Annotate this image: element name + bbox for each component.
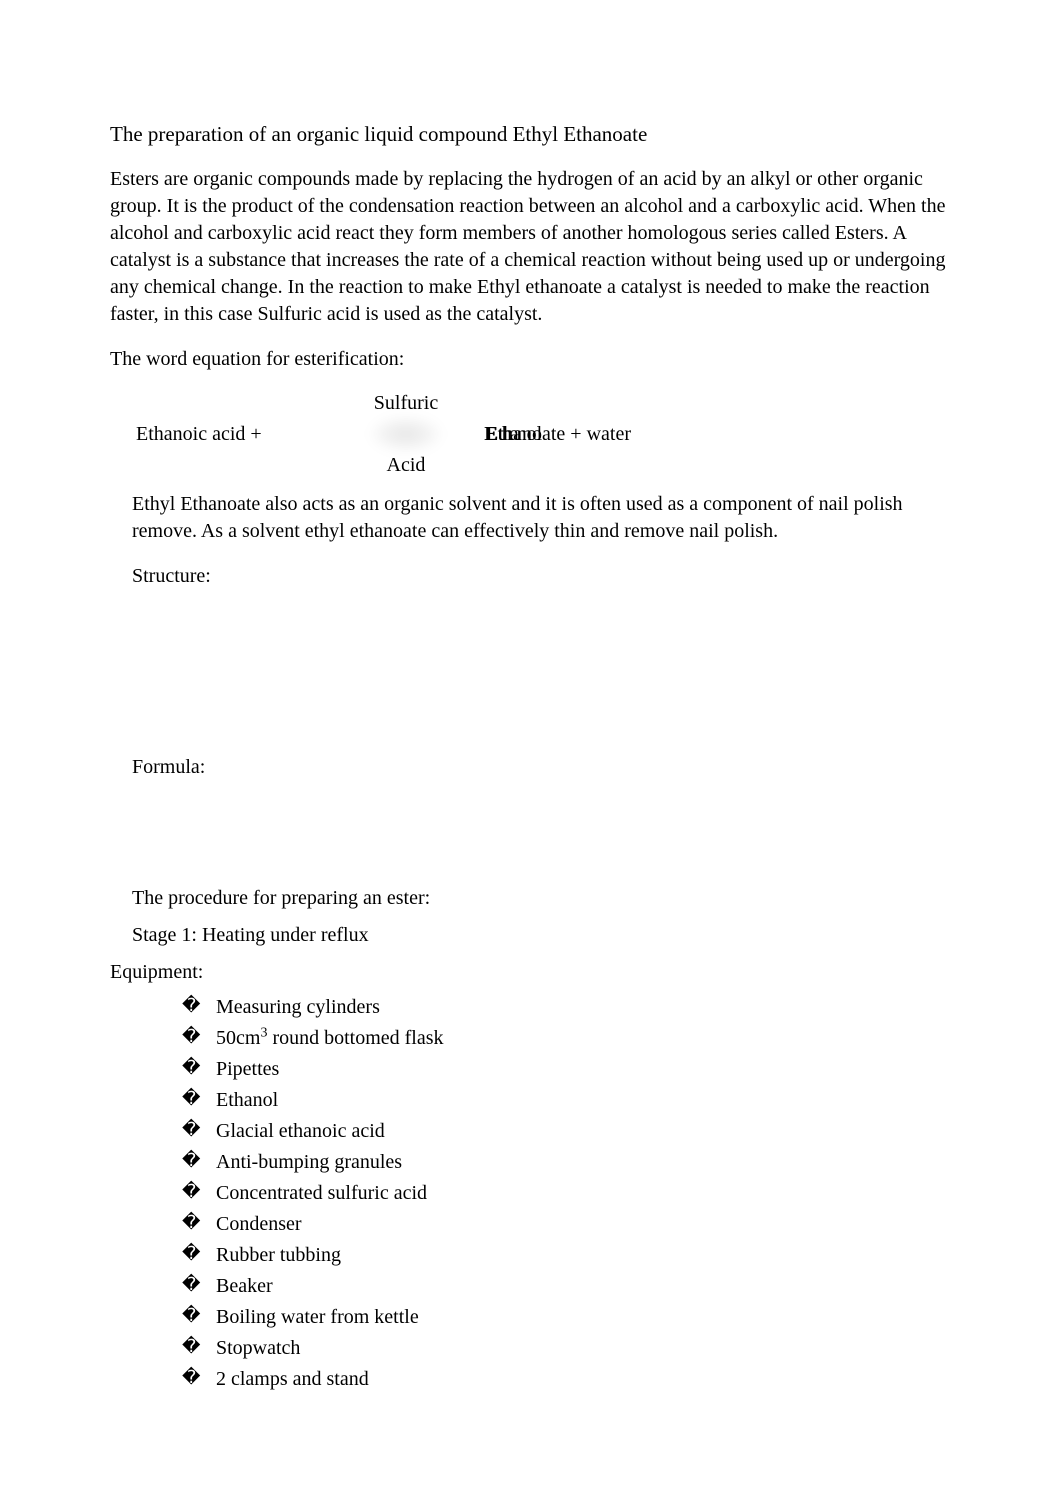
list-item-text: 2 clamps and stand [216,1368,369,1390]
list-item: Concentrated sulfuric acid [182,1178,952,1209]
equation-product: EthanolEthanoate + water [486,421,631,448]
catalyst-blur [371,417,441,451]
list-item: 2 clamps and stand [182,1364,952,1395]
indented-content: Ethyl Ethanoate also acts as an organic … [132,491,952,1395]
formula-label: Formula: [132,754,952,781]
document-page: The preparation of an organic liquid com… [0,0,1062,1506]
list-item: Measuring cylinders [182,992,952,1023]
list-item: Anti-bumping granules [182,1147,952,1178]
list-item-text: Concentrated sulfuric acid [216,1182,427,1204]
list-item-text: Ethanol [216,1089,278,1111]
catalyst-bottom: Acid [387,453,426,477]
list-item: Pipettes [182,1054,952,1085]
equipment-list: Measuring cylinders 50cm3 round bottomed… [182,992,952,1395]
list-item-text: Rubber tubbing [216,1244,341,1266]
list-item-text: Measuring cylinders [216,996,380,1018]
equation-label: The word equation for esterification: [110,346,952,373]
list-item: Stopwatch [182,1333,952,1364]
list-item-text: Condenser [216,1213,302,1235]
equation-catalyst: Sulfuric Acid [326,391,486,477]
structure-label: Structure: [132,563,952,590]
list-item-text: Beaker [216,1275,273,1297]
equation-reactant: Ethanoic acid + [132,421,326,448]
formula-placeholder [132,787,952,877]
solvent-note: Ethyl Ethanoate also acts as an organic … [132,491,952,545]
equipment-label: Equipment: [110,959,952,986]
list-item: Condenser [182,1209,952,1240]
list-item-text: Glacial ethanoic acid [216,1120,385,1142]
equation-product-overlay: EthanolEthanoate + water [486,421,631,448]
list-item-text: Boiling water from kettle [216,1306,419,1328]
list-item: Ethanol [182,1085,952,1116]
structure-placeholder [132,596,952,746]
list-item: Boiling water from kettle [182,1302,952,1333]
list-item: Rubber tubbing [182,1240,952,1271]
intro-paragraph: Esters are organic compounds made by rep… [110,166,952,328]
equation-row: Ethanoic acid + Sulfuric Acid EthanolEth… [132,391,952,477]
stage1-label: Stage 1: Heating under reflux [132,922,952,949]
list-item-text: Anti-bumping granules [216,1151,402,1173]
list-item-text: Pipettes [216,1058,279,1080]
list-item-text: Stopwatch [216,1337,300,1359]
page-title: The preparation of an organic liquid com… [110,120,952,148]
word-equation: Ethanoic acid + Sulfuric Acid EthanolEth… [132,391,952,477]
list-item: 50cm3 round bottomed flask [182,1023,952,1054]
procedure-label: The procedure for preparing an ester: [132,885,952,912]
catalyst-top: Sulfuric [374,391,438,415]
equation-product-b: E [484,423,497,445]
list-item-text: 50cm3 round bottomed flask [216,1027,444,1049]
list-item: Glacial ethanoic acid [182,1116,952,1147]
list-item: Beaker [182,1271,952,1302]
